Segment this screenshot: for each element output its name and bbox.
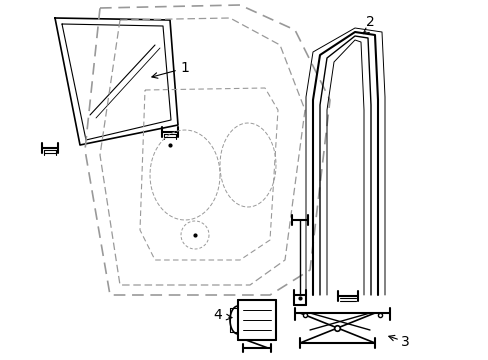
Text: 4: 4 <box>213 308 222 322</box>
Text: 2: 2 <box>365 15 374 29</box>
Text: 3: 3 <box>400 335 408 349</box>
Text: 1: 1 <box>180 61 189 75</box>
